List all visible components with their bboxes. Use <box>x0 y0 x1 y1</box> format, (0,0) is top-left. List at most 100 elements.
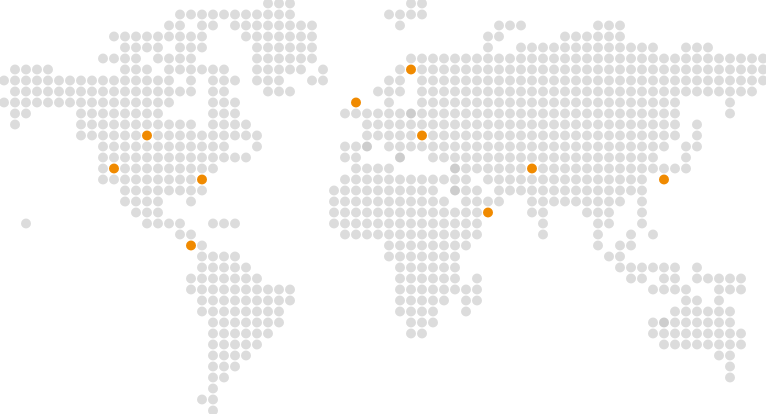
map-dot <box>142 185 152 196</box>
map-dot <box>230 262 240 273</box>
map-dot <box>417 207 427 218</box>
map-dot <box>362 130 372 141</box>
map-dot <box>692 295 702 306</box>
location-marker[interactable] <box>483 207 493 218</box>
map-dot <box>725 273 735 284</box>
map-dot <box>0 97 9 108</box>
map-dot <box>461 152 471 163</box>
map-dot <box>703 339 713 350</box>
map-dot <box>692 42 702 53</box>
map-dot <box>450 97 460 108</box>
map-dot <box>153 141 163 152</box>
map-dot <box>252 53 262 64</box>
map-dot <box>153 86 163 97</box>
map-dot <box>571 42 581 53</box>
map-dot <box>362 218 372 229</box>
map-dot <box>219 273 229 284</box>
map-dot <box>384 163 394 174</box>
map-dot <box>648 75 658 86</box>
map-dot <box>109 152 119 163</box>
map-dot <box>615 152 625 163</box>
location-marker[interactable] <box>659 174 669 185</box>
map-dot <box>428 97 438 108</box>
map-dot <box>153 75 163 86</box>
map-dot <box>681 295 691 306</box>
map-dot <box>351 108 361 119</box>
map-dot <box>505 185 515 196</box>
map-dot <box>516 130 526 141</box>
map-dot <box>626 64 636 75</box>
map-dot <box>384 174 394 185</box>
map-dot <box>219 141 229 152</box>
map-dot <box>219 97 229 108</box>
location-marker[interactable] <box>186 240 196 251</box>
map-dot <box>10 97 20 108</box>
map-dot <box>439 86 449 97</box>
map-dot <box>230 251 240 262</box>
map-dot <box>406 0 416 9</box>
map-dot <box>637 262 647 273</box>
map-dot <box>384 218 394 229</box>
map-dot <box>703 273 713 284</box>
map-dot <box>417 196 427 207</box>
map-dot <box>494 108 504 119</box>
map-dot <box>626 42 636 53</box>
map-dot <box>472 218 482 229</box>
map-dot <box>461 240 471 251</box>
map-dot <box>648 97 658 108</box>
map-dot <box>197 42 207 53</box>
map-dot <box>406 53 416 64</box>
map-dot <box>582 108 592 119</box>
map-dot <box>725 372 735 383</box>
location-marker[interactable] <box>142 130 152 141</box>
map-dot <box>274 317 284 328</box>
map-dot <box>560 196 570 207</box>
map-dot <box>98 119 108 130</box>
location-marker[interactable] <box>351 97 361 108</box>
map-dot <box>285 42 295 53</box>
location-marker[interactable] <box>197 174 207 185</box>
map-dot <box>340 185 350 196</box>
map-dot <box>406 207 416 218</box>
map-dot <box>648 130 658 141</box>
map-dot <box>637 152 647 163</box>
map-dot <box>681 317 691 328</box>
map-dot <box>252 284 262 295</box>
map-dot <box>175 163 185 174</box>
map-dot <box>637 141 647 152</box>
map-dot <box>747 86 757 97</box>
location-marker[interactable] <box>527 163 537 174</box>
map-dot <box>549 108 559 119</box>
map-dot <box>417 86 427 97</box>
map-dot <box>659 119 669 130</box>
map-dot <box>670 273 680 284</box>
map-dot <box>571 86 581 97</box>
map-dot <box>219 372 229 383</box>
map-dot <box>208 350 218 361</box>
map-dot <box>527 86 537 97</box>
map-dot <box>461 229 471 240</box>
map-dot <box>494 152 504 163</box>
map-dot <box>428 251 438 262</box>
map-dot <box>560 130 570 141</box>
location-marker[interactable] <box>417 130 427 141</box>
map-dot <box>593 108 603 119</box>
map-dot <box>560 86 570 97</box>
map-dot <box>714 339 724 350</box>
map-dot <box>714 64 724 75</box>
map-dot <box>274 31 284 42</box>
location-marker[interactable] <box>406 64 416 75</box>
map-dot <box>494 119 504 130</box>
map-dot <box>417 218 427 229</box>
map-dot <box>714 306 724 317</box>
map-dot <box>604 196 614 207</box>
location-marker[interactable] <box>109 163 119 174</box>
map-dot <box>340 174 350 185</box>
map-dot <box>527 130 537 141</box>
map-dot <box>186 229 196 240</box>
map-dot <box>604 42 614 53</box>
map-dot <box>263 317 273 328</box>
map-dot <box>648 53 658 64</box>
map-dot <box>362 119 372 130</box>
map-dot <box>538 218 548 229</box>
